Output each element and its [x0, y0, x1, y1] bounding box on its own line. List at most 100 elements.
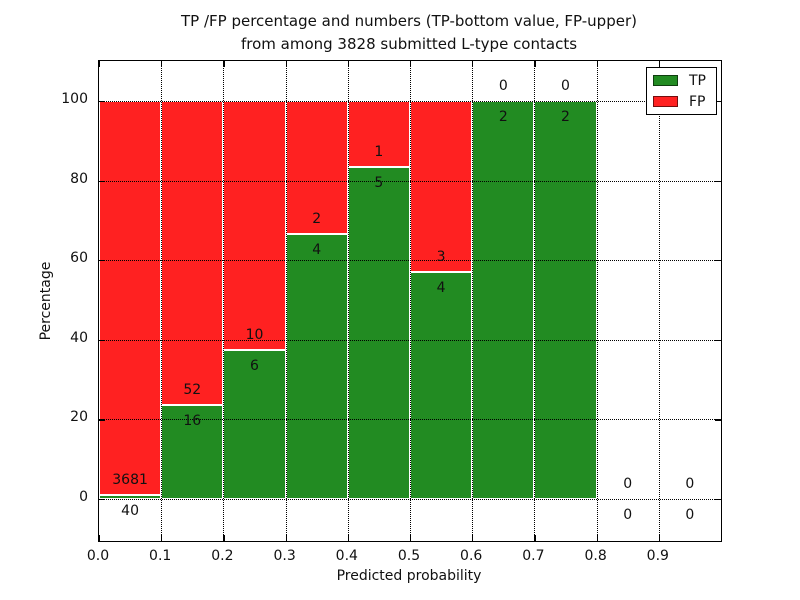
x-axis-label: Predicted probability — [336, 568, 482, 584]
y-tick-label: 20 — [70, 409, 88, 426]
tp-count-label: 6 — [250, 357, 259, 374]
chart-title-line1: TP /FP percentage and numbers (TP-bottom… — [181, 12, 637, 30]
x-tick-mark — [721, 61, 723, 67]
fp-bar-segment — [410, 101, 473, 272]
fp-count-label: 0 — [561, 78, 570, 94]
x-tick-mark — [658, 61, 660, 67]
x-tick-mark — [99, 61, 101, 67]
y-tick-mark — [715, 499, 721, 501]
tp-count-label: 2 — [498, 109, 508, 125]
y-tick-mark — [715, 339, 721, 341]
tp-bar-segment — [285, 233, 348, 499]
tp-bar-segment — [472, 101, 535, 499]
vertical-gridline — [472, 61, 474, 541]
y-tick-mark — [715, 419, 721, 421]
vertical-gridline — [161, 61, 163, 541]
y-tick-mark — [99, 180, 105, 182]
legend-label: TP — [689, 72, 706, 89]
tp-count-label: 2 — [561, 109, 570, 125]
x-tick-label: 0.4 — [335, 548, 358, 564]
legend-entry-tp: TP — [647, 72, 716, 90]
x-tick-mark — [596, 535, 598, 541]
x-tick-label: 0.3 — [273, 548, 296, 564]
tp-bar-segment — [410, 271, 473, 499]
tp-count-label: 4 — [312, 241, 322, 258]
x-tick-mark — [534, 61, 536, 67]
x-tick-label: 0.2 — [211, 548, 234, 564]
x-tick-label: 0.1 — [149, 548, 172, 564]
x-tick-label: 0.7 — [522, 548, 545, 564]
x-tick-label: 0.8 — [584, 548, 607, 564]
x-tick-mark — [472, 61, 474, 67]
y-tick-mark — [99, 419, 105, 421]
tp-bar-segment — [161, 405, 224, 499]
x-tick-mark — [285, 535, 287, 541]
vertical-gridline — [223, 61, 225, 541]
plot-area: 3681 40 52 16 10 6 2 4 1 5 3 4 0 2 0 2 0 0 0 0 — [98, 60, 723, 542]
tp-bar-segment — [534, 101, 597, 499]
fp-count-label: 2 — [312, 210, 322, 227]
y-axis-label: Percentage — [38, 261, 54, 341]
y-tick-mark — [715, 260, 721, 262]
legend-swatch-icon — [653, 75, 678, 86]
x-tick-mark — [347, 535, 349, 541]
vertical-gridline — [658, 61, 660, 541]
x-tick-mark — [223, 535, 225, 541]
x-tick-label: 0.5 — [397, 548, 421, 564]
fp-bar-segment — [223, 101, 286, 350]
tp-count-label: 16 — [183, 413, 202, 430]
tp-count-label: 4 — [436, 279, 446, 296]
x-tick-mark — [223, 61, 225, 67]
fp-count-label: 52 — [183, 382, 202, 399]
x-tick-mark — [410, 61, 412, 67]
tp-count-label: 5 — [374, 175, 384, 192]
x-tick-mark — [658, 535, 660, 541]
legend-label: FP — [689, 93, 706, 110]
x-tick-mark — [347, 61, 349, 67]
tp-bar-segment — [347, 167, 410, 499]
tp-count-label: 0 — [623, 507, 633, 523]
fp-count-label: 1 — [374, 144, 384, 161]
x-tick-label: 0.6 — [460, 548, 483, 564]
y-tick-mark — [99, 260, 105, 262]
fp-count-label: 3681 — [112, 471, 148, 488]
y-tick-label: 80 — [70, 170, 88, 187]
tp-bar-segment — [99, 494, 162, 499]
y-tick-label: 40 — [70, 329, 88, 346]
x-tick-mark — [99, 535, 101, 541]
y-tick-label: 60 — [70, 250, 88, 267]
tp-count-label: 40 — [121, 502, 140, 519]
fp-bar-segment — [99, 101, 162, 495]
tp-count-label: 0 — [685, 507, 695, 523]
x-tick-mark — [285, 61, 287, 67]
fp-bar-segment — [347, 101, 410, 168]
y-tick-mark — [715, 101, 721, 103]
legend: TP FP — [646, 67, 717, 115]
legend-entry-fp: FP — [647, 93, 716, 111]
fp-count-label: 0 — [498, 78, 508, 94]
x-tick-label: 0.9 — [646, 548, 669, 564]
x-tick-mark — [410, 535, 412, 541]
fp-bar-segment — [161, 101, 224, 406]
x-tick-mark — [596, 61, 598, 67]
x-tick-mark — [472, 535, 474, 541]
y-tick-label: 0 — [79, 489, 88, 505]
vertical-gridline — [410, 61, 411, 541]
vertical-gridline — [285, 61, 287, 541]
x-tick-mark — [721, 535, 723, 541]
legend-swatch-icon — [653, 96, 678, 107]
fp-count-label: 0 — [685, 476, 695, 492]
x-tick-mark — [161, 61, 163, 67]
y-tick-label: 100 — [61, 91, 88, 107]
chart-title: TP /FP percentage and numbers (TP-bottom… — [98, 10, 720, 56]
vertical-gridline — [347, 61, 349, 541]
vertical-gridline — [534, 61, 536, 541]
fp-count-label: 3 — [436, 248, 446, 265]
y-tick-mark — [99, 101, 105, 103]
y-tick-mark — [99, 499, 105, 501]
y-tick-mark — [99, 339, 105, 341]
x-tick-label: 0.0 — [86, 548, 110, 564]
x-tick-mark — [161, 535, 163, 541]
chart-title-line2: from among 3828 submitted L-type contact… — [240, 35, 578, 53]
